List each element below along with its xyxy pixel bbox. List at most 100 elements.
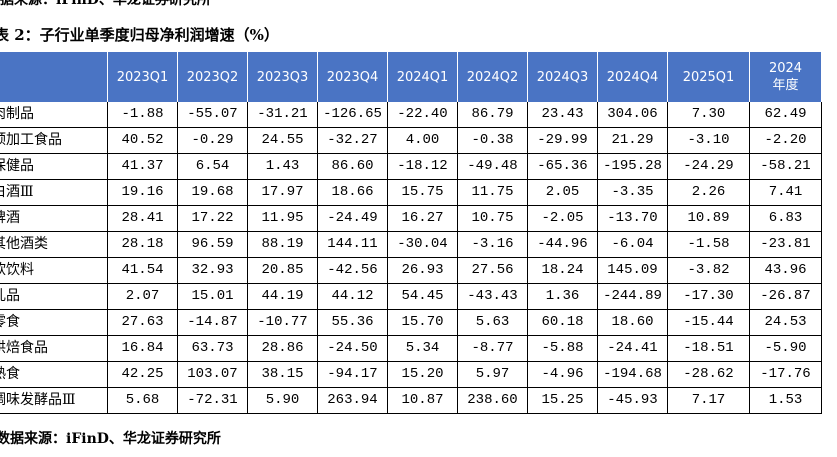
row-label: 肉制品 — [0, 102, 108, 128]
table-cell: 2.26 — [668, 180, 750, 206]
table-cell: 15.70 — [388, 310, 458, 336]
table-cell: 17.22 — [178, 206, 248, 232]
table-cell: -23.81 — [750, 232, 822, 258]
table-cell: -6.04 — [598, 232, 668, 258]
table-cell: 145.09 — [598, 258, 668, 284]
row-label: 乳品 — [0, 284, 108, 310]
table-cell: -26.87 — [750, 284, 822, 310]
table-cell: -2.05 — [528, 206, 598, 232]
table-cell: 20.85 — [248, 258, 318, 284]
table-cell: -244.89 — [598, 284, 668, 310]
table-cell: 16.84 — [108, 336, 178, 362]
table-cell: 2.05 — [528, 180, 598, 206]
table-cell: 15.75 — [388, 180, 458, 206]
row-label: 预加工食品 — [0, 128, 108, 154]
table-cell: -10.77 — [248, 310, 318, 336]
table-cell: 38.15 — [248, 362, 318, 388]
table-cell: 10.87 — [388, 388, 458, 414]
table-cell: -14.87 — [178, 310, 248, 336]
table-cell: 55.36 — [318, 310, 388, 336]
table-cell: -0.29 — [178, 128, 248, 154]
table-cell: -94.17 — [318, 362, 388, 388]
table-cell: 32.93 — [178, 258, 248, 284]
table-cell: -8.77 — [458, 336, 528, 362]
table-cell: 26.93 — [388, 258, 458, 284]
row-label: 熟食 — [0, 362, 108, 388]
row-label: 软饮料 — [0, 258, 108, 284]
table-cell: 28.41 — [108, 206, 178, 232]
table-cell: 18.66 — [318, 180, 388, 206]
table-cell: -18.12 — [388, 154, 458, 180]
table-cell: 7.41 — [750, 180, 822, 206]
table-cell: -55.07 — [178, 102, 248, 128]
table-cell: 28.86 — [248, 336, 318, 362]
column-header: 2023Q3 — [248, 52, 318, 102]
table-cell: -3.10 — [668, 128, 750, 154]
table-cell: 40.52 — [108, 128, 178, 154]
table-cell: 5.90 — [248, 388, 318, 414]
table-cell: -3.35 — [598, 180, 668, 206]
row-label: 零食 — [0, 310, 108, 336]
table-cell: 60.18 — [528, 310, 598, 336]
table-cell: -5.90 — [750, 336, 822, 362]
table-cell: -194.68 — [598, 362, 668, 388]
table-cell: 304.06 — [598, 102, 668, 128]
table-cell: -13.70 — [598, 206, 668, 232]
table-cell: 96.59 — [178, 232, 248, 258]
table-cell: -195.28 — [598, 154, 668, 180]
table-cell: -24.50 — [318, 336, 388, 362]
table-cell: 15.25 — [528, 388, 598, 414]
table-cell: 15.20 — [388, 362, 458, 388]
source-note: 数据来源：iFinD、华龙证券研究所 — [0, 431, 221, 447]
table-cell: 5.63 — [458, 310, 528, 336]
table-cell: 1.53 — [750, 388, 822, 414]
column-header: 2025Q1 — [668, 52, 750, 102]
column-header: 2023Q2 — [178, 52, 248, 102]
table-cell: 11.75 — [458, 180, 528, 206]
table-cell: 10.89 — [668, 206, 750, 232]
table-title: 表 2：子行业单季度归母净利润增速（%） — [0, 26, 279, 44]
table-cell: -42.56 — [318, 258, 388, 284]
table-cell: 24.55 — [248, 128, 318, 154]
table-cell: -49.48 — [458, 154, 528, 180]
table-cell: 5.68 — [108, 388, 178, 414]
column-header: 2023Q1 — [108, 52, 178, 102]
table-cell: 63.73 — [178, 336, 248, 362]
row-label: 保健品 — [0, 154, 108, 180]
table-cell: 103.07 — [178, 362, 248, 388]
table-cell: 2.07 — [108, 284, 178, 310]
table-cell: -24.29 — [668, 154, 750, 180]
column-header: 2024Q2 — [458, 52, 528, 102]
table-cell: -30.04 — [388, 232, 458, 258]
table-cell: 5.97 — [458, 362, 528, 388]
table-cell: 6.83 — [750, 206, 822, 232]
table-cell: 5.34 — [388, 336, 458, 362]
table-cell: -4.96 — [528, 362, 598, 388]
row-label: 调味发酵品Ⅲ — [0, 388, 108, 414]
table-cell: 54.45 — [388, 284, 458, 310]
table-cell: 7.17 — [668, 388, 750, 414]
table-cell: -15.44 — [668, 310, 750, 336]
table-cell: -24.41 — [598, 336, 668, 362]
table-cell: -43.43 — [458, 284, 528, 310]
column-header: 2024Q4 — [598, 52, 668, 102]
table-cell: 19.68 — [178, 180, 248, 206]
table-cell: 18.24 — [528, 258, 598, 284]
column-header: 2023Q4 — [318, 52, 388, 102]
table-cell: -1.88 — [108, 102, 178, 128]
table-cell: -126.65 — [318, 102, 388, 128]
table-cell: 263.94 — [318, 388, 388, 414]
table-cell: -1.58 — [668, 232, 750, 258]
table-cell: 6.54 — [178, 154, 248, 180]
table-cell: -31.21 — [248, 102, 318, 128]
table-cell: 86.79 — [458, 102, 528, 128]
table-cell: -5.88 — [528, 336, 598, 362]
table-cell: 44.19 — [248, 284, 318, 310]
table-cell: -32.27 — [318, 128, 388, 154]
table-cell: 27.56 — [458, 258, 528, 284]
table-cell: 21.29 — [598, 128, 668, 154]
table-cell: 88.19 — [248, 232, 318, 258]
table-cell: 17.97 — [248, 180, 318, 206]
table-cell: 4.00 — [388, 128, 458, 154]
